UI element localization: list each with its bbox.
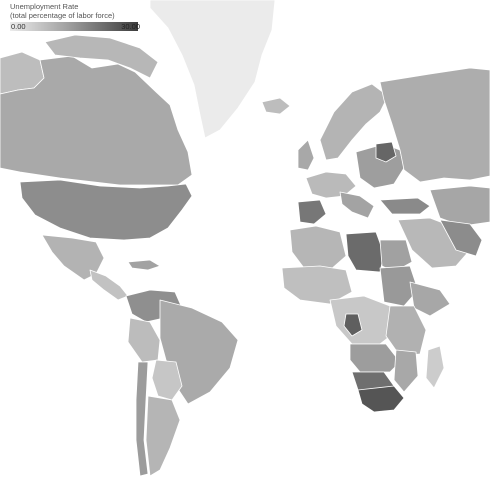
region-turkey[interactable] [379,197,431,215]
region-central-america[interactable] [89,269,129,301]
map-legend: Unemployment Rate (total percentage of l… [10,2,142,33]
region-arctic-islands[interactable] [44,34,159,79]
region-libya[interactable] [345,231,385,273]
region-belarus[interactable] [375,141,397,163]
region-uk-ireland[interactable] [297,139,315,171]
region-caucasus-central-asia[interactable] [429,185,490,227]
legend-title-line2: (total percentage of labor force) [10,11,115,20]
region-greenland[interactable] [149,0,276,139]
region-gabon-congo[interactable] [343,313,363,337]
region-iran[interactable] [439,219,483,257]
region-usa[interactable] [19,179,193,241]
region-italy-balkans[interactable] [339,191,375,219]
region-western-europe[interactable] [305,171,357,199]
region-russia[interactable] [379,67,490,183]
region-angola-zambia[interactable] [349,343,401,373]
legend-title-line1: Unemployment Rate [10,2,79,11]
region-argentina[interactable] [145,395,181,477]
legend-scale: 0.00 30.00 [10,22,142,33]
region-mozambique[interactable] [393,349,419,393]
region-iceland[interactable] [261,97,291,115]
region-chile[interactable] [135,361,149,477]
region-spain[interactable] [297,199,327,225]
legend-max-label: 30.00 [121,22,140,31]
region-west-africa[interactable] [281,265,353,305]
region-caribbean[interactable] [127,259,161,271]
region-scandinavia[interactable] [319,83,389,161]
region-sudan[interactable] [379,265,419,307]
region-south-africa[interactable] [357,385,405,413]
legend-min-label: 0.00 [11,22,26,31]
legend-gradient-bar [10,22,138,31]
region-madagascar[interactable] [425,345,445,389]
region-morocco-algeria[interactable] [289,225,347,271]
region-horn-of-africa[interactable] [409,281,451,317]
region-east-africa[interactable] [385,305,427,357]
